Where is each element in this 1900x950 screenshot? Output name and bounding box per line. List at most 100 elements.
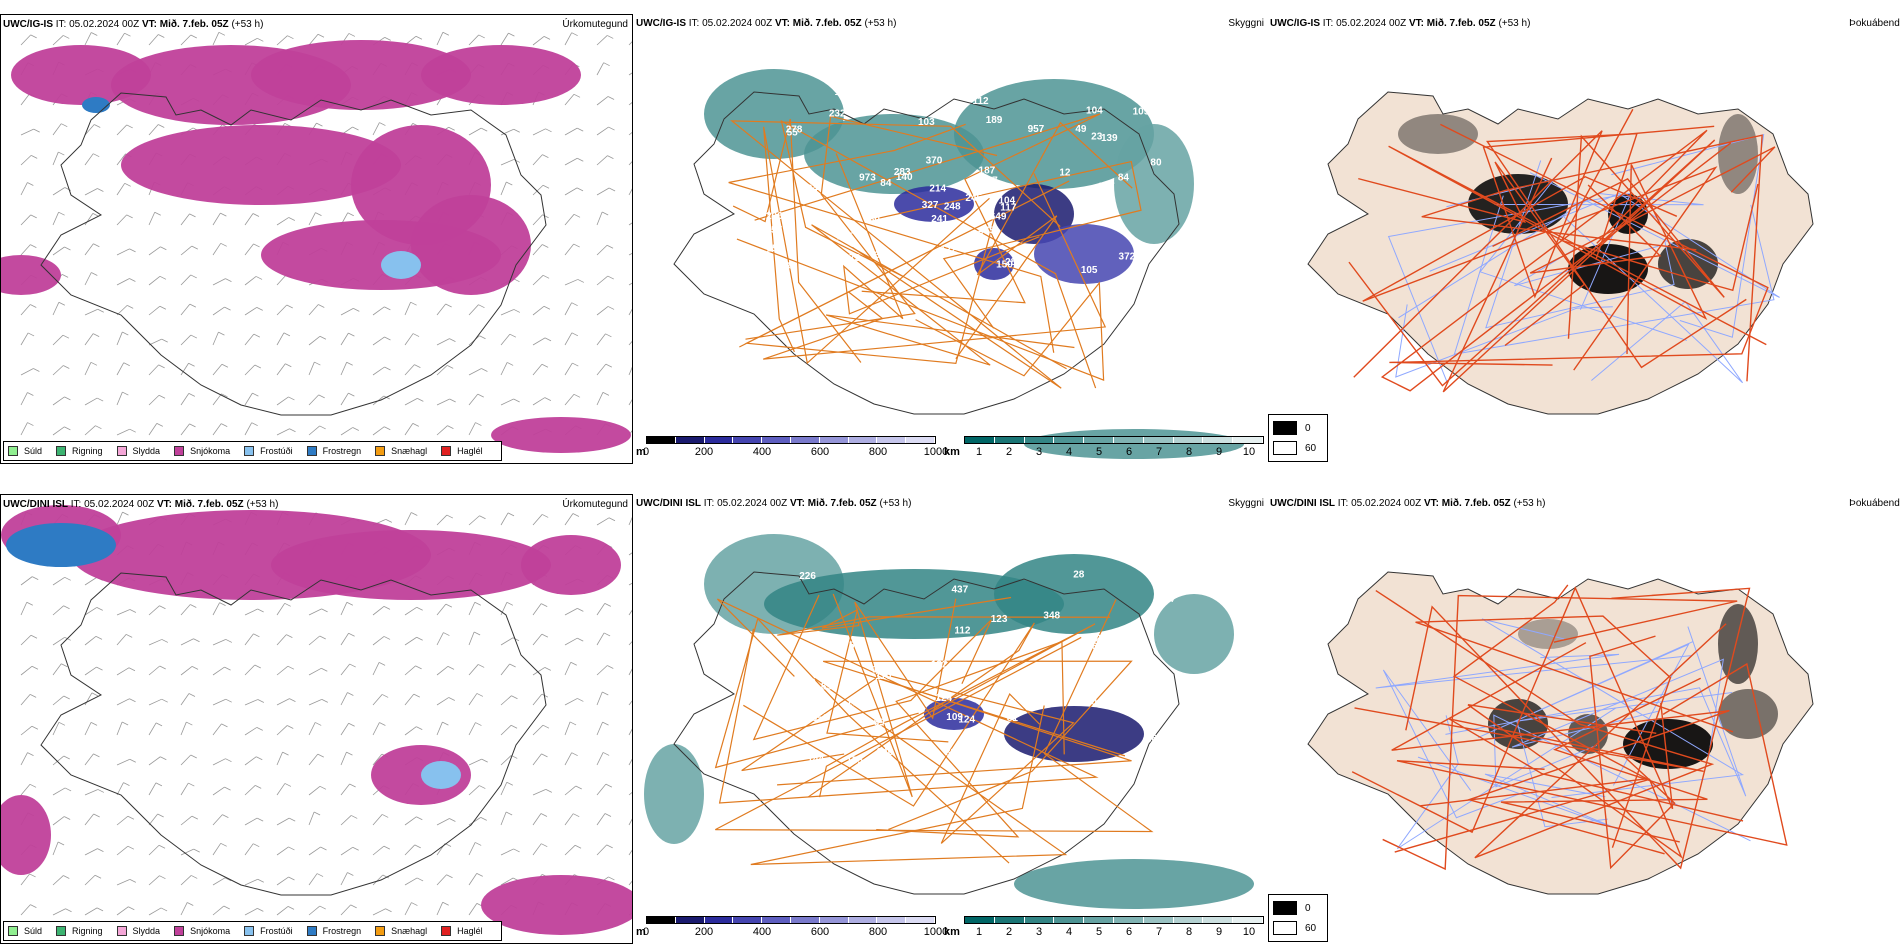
legend-item: Rigning [56, 926, 103, 936]
legend-label: Snjókoma [190, 446, 231, 456]
colorbar-tick: 200 [694, 446, 714, 458]
visibility-label: 245 [965, 193, 982, 204]
colorbar-tick: 8 [1185, 926, 1193, 938]
colorbar-tick: 6 [1125, 446, 1133, 458]
visibility-label: 348 [1043, 611, 1060, 622]
visibility-label: 946 [877, 747, 894, 758]
visibility-label: 88 [1119, 701, 1131, 712]
visibility-label: 81 [1007, 713, 1019, 724]
visibility-label: 140 [896, 172, 913, 183]
panel-header: UWC/DINI ISL IT: 05.02.2024 00Z VT: Mið.… [1270, 498, 1546, 509]
visibility-label: 130 [1080, 697, 1097, 708]
visibility-unit: km [944, 446, 960, 458]
legend-label: Súld [24, 926, 43, 936]
legend-label: Rigning [72, 926, 103, 936]
visibility-label: 975 [824, 636, 841, 647]
legend-swatch [244, 446, 255, 456]
legend-item: Súld [8, 926, 42, 936]
fog-legend: 0 60 [1268, 414, 1328, 462]
colorbar-tick: 3 [1035, 446, 1043, 458]
visibility-label: 650 [812, 713, 829, 724]
colorbar-tick: 9 [1215, 446, 1223, 458]
visibility-label: 124 [935, 693, 952, 704]
visibility-label: 145 [837, 231, 854, 242]
visibility-label: 244 [781, 708, 798, 719]
visibility-panel-2: 155 134 106 69 88 348 590 304 386 207 510 130 132 244… [634, 494, 1268, 944]
visibility-label: 372 [1119, 252, 1136, 263]
visibility-label: 327 [922, 200, 939, 211]
visibility-label: 973 [859, 172, 876, 183]
height-colorbar: m 0 200 400 600 800 1000 [636, 436, 948, 464]
legend-item: Súld [8, 446, 42, 456]
precip-type-map-1 [1, 31, 632, 453]
precip-type-map-2 [1, 505, 632, 935]
legend-label: Haglél [457, 926, 483, 936]
visibility-label: 130 [960, 88, 977, 99]
precip-type-panel-2: UWC/DINI ISL IT: 05.02.2024 00Z VT: Mið.… [0, 494, 633, 944]
visibility-label: 105 [1081, 265, 1098, 276]
visibility-label: 108 [736, 245, 753, 256]
visibility-label: 28 [1073, 570, 1085, 581]
legend-item: Slydda [116, 446, 160, 456]
precip-legend: Súld Rigning Slydda Snjókoma Frostúði Frostre… [3, 441, 502, 461]
legend-label: Snæhagl [391, 446, 428, 456]
panel-header: UWC/IG-IS IT: 05.02.2024 00Z VT: Mið. 7.… [1270, 18, 1531, 29]
visibility-label: 163 [728, 280, 745, 291]
visibility-label: 207 [769, 703, 786, 714]
panel-header: UWC/DINI ISL IT: 05.02.2024 00Z VT: Mið.… [3, 499, 279, 510]
visibility-label: 248 [944, 201, 961, 212]
panel-header: UWC/IG-IS IT: 05.02.2024 00Z VT: Mið. 7.… [3, 19, 264, 30]
visibility-label: 123 [991, 614, 1008, 625]
visibility-label: 386 [1064, 666, 1081, 677]
panel-title: Þokuábendi [1849, 18, 1900, 29]
legend-swatch [174, 446, 185, 456]
visibility-panel-1: 232 84 140 105 157 55 57 73 80 105 49 155 278 216 303 1… [634, 14, 1268, 464]
colorbar-tick: 400 [752, 926, 772, 938]
legend-swatch [441, 446, 452, 456]
colorbar-tick: 800 [868, 926, 888, 938]
visibility-label: 23 [1091, 131, 1103, 142]
legend-swatch [375, 446, 386, 456]
visibility-label: 159 [767, 244, 784, 255]
visibility-label: 104 [998, 195, 1015, 206]
visibility-colorbar: km 1 2 3 4 5 6 7 8 9 10 [944, 916, 1269, 944]
visibility-label: 168 [1146, 734, 1163, 745]
legend-item: Frostregn [306, 446, 361, 456]
visibility-label: 106 [872, 665, 889, 676]
visibility-label: 278 [786, 124, 803, 135]
visibility-label: 590 [799, 678, 816, 689]
legend-item: Haglél [441, 446, 483, 456]
precip-type-panel-1: UWC/IG-IS IT: 05.02.2024 00Z VT: Mið. 7.… [0, 14, 633, 464]
visibility-label: 166 [834, 87, 851, 98]
colorbar-tick: 5 [1095, 446, 1103, 458]
visibility-label: 155 [846, 755, 863, 766]
colorbar-tick: 800 [868, 446, 888, 458]
legend-item: Snæhagl [375, 926, 427, 936]
legend-label: Snjókoma [190, 926, 231, 936]
panel-title: Úrkomutegund [562, 499, 628, 510]
fog-map-2 [1307, 571, 1814, 895]
colorbar-tick: 4 [1065, 446, 1073, 458]
visibility-label: 49 [1075, 124, 1087, 135]
colorbar-tick: 400 [752, 446, 772, 458]
visibility-label: 216 [1151, 105, 1168, 116]
legend-label: Frostúði [260, 446, 293, 456]
legend-label: Slydda [132, 926, 161, 936]
legend-label: Snæhagl [391, 926, 428, 936]
colorbar-tick: 3 [1035, 926, 1043, 938]
colorbar-tick: 8 [1185, 446, 1193, 458]
visibility-label: 649 [990, 211, 1007, 222]
legend-swatch [306, 926, 317, 936]
colorbar-tick: 1000 [923, 926, 949, 938]
panel-title: Þokuábendi [1849, 498, 1900, 509]
visibility-label: 475 [978, 226, 995, 237]
legend-swatch [441, 926, 452, 936]
visibility-label: 12 [1059, 168, 1071, 179]
fog-panel-1: Þokuábendi [1268, 14, 1900, 464]
colorbar-tick: 10 [1242, 446, 1256, 458]
visibility-label: 84 [880, 178, 892, 189]
legend-swatch [116, 446, 127, 456]
visibility-label: 170 [846, 698, 863, 709]
visibility-label: 134 [1028, 695, 1045, 706]
visibility-label: 117 [1000, 203, 1017, 214]
